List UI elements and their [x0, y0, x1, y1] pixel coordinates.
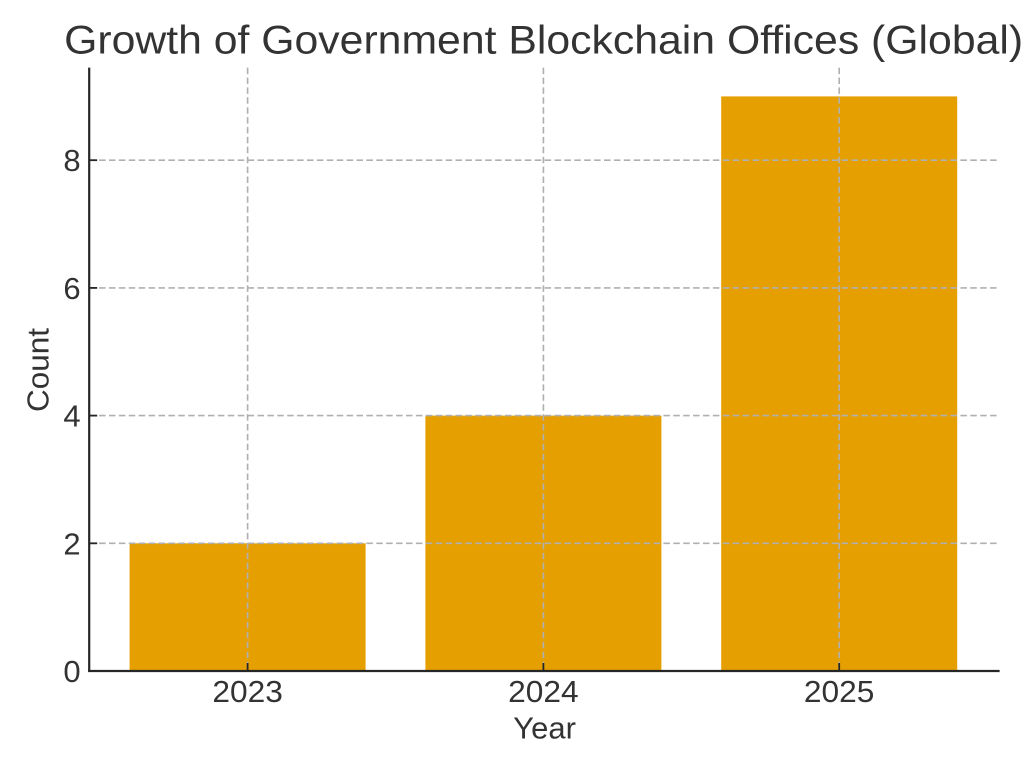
svg-text:Year: Year: [513, 711, 576, 746]
svg-text:6: 6: [63, 271, 80, 306]
svg-text:2024: 2024: [508, 674, 579, 709]
svg-text:2025: 2025: [804, 674, 875, 709]
svg-text:Count: Count: [21, 328, 56, 412]
svg-text:0: 0: [63, 654, 80, 689]
svg-text:Growth of Government Blockchai: Growth of Government Blockchain Offices …: [64, 18, 1023, 63]
svg-text:2023: 2023: [212, 674, 283, 709]
svg-text:8: 8: [63, 143, 80, 178]
svg-text:2: 2: [63, 526, 80, 561]
svg-text:4: 4: [63, 399, 80, 434]
